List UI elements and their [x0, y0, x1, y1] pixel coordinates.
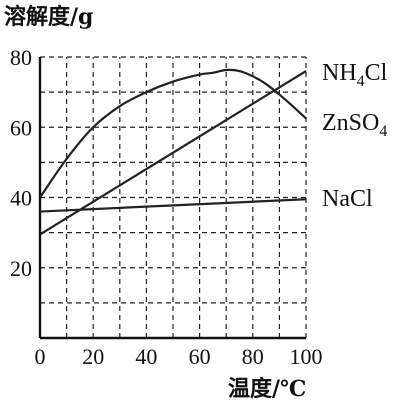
y-tick-label: 80: [10, 45, 32, 70]
x-tick-label: 100: [290, 344, 323, 369]
x-tick-label: 80: [242, 344, 264, 369]
series-lines: [39, 68, 307, 236]
series-label-nh4cl: NH4Cl: [322, 60, 388, 90]
series-line-znso4: [39, 68, 307, 199]
y-tick-label: 60: [10, 115, 32, 140]
series-label-znso4: ZnSO4: [322, 110, 387, 140]
y-tick-label: 20: [10, 256, 32, 281]
x-tick-label: 40: [135, 344, 157, 369]
series-line-nacl: [39, 198, 307, 213]
series-label-nacl: NaCl: [322, 186, 373, 212]
x-tick-label: 60: [189, 344, 211, 369]
chart-text: 溶解度/g 温度/℃ 0 20 40 60 80 100 20 40 60 80 NH4Cl ZnSO…: [4, 4, 388, 402]
series-line-nh4cl: [39, 70, 307, 236]
grid: [40, 56, 307, 338]
y-tick-label: 40: [10, 186, 32, 211]
x-tick-label: 0: [35, 344, 46, 369]
x-axis-label: 温度/℃: [228, 376, 306, 402]
x-tick-label: 20: [82, 344, 104, 369]
y-axis-label: 溶解度/g: [4, 4, 93, 30]
